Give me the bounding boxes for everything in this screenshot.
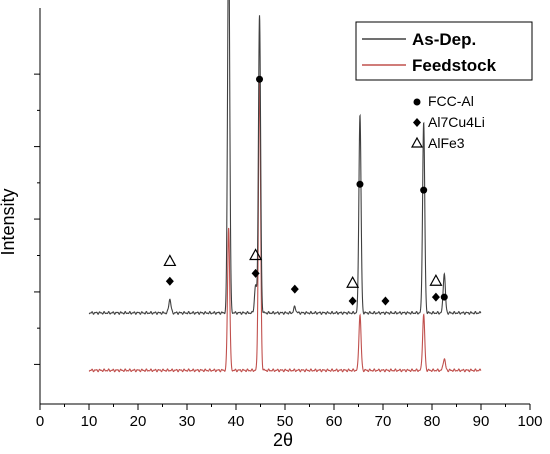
phase-legend-circle-icon (413, 98, 421, 106)
x-tick-label: 30 (179, 413, 196, 430)
alfe3-marker (346, 275, 360, 288)
al7cu4li-marker (290, 284, 299, 294)
x-tick-label: 40 (228, 413, 245, 430)
alfe3-marker (249, 248, 263, 261)
phase-legend-diamond-icon (413, 118, 421, 127)
phase-legend-label: FCC-Al (428, 93, 474, 109)
phase-legend-label: AlFe3 (428, 135, 465, 151)
fcc-al-marker (440, 293, 448, 301)
x-tick-label: 50 (277, 413, 294, 430)
x-tick-label: 90 (473, 413, 490, 430)
al7cu4li-marker (431, 292, 440, 302)
phase-legend-triangle-icon (410, 136, 424, 148)
legend-label-feedstock: Feedstock (412, 56, 497, 75)
x-tick-label: 10 (81, 413, 98, 430)
fcc-al-marker (420, 186, 428, 194)
phase-markers (163, 75, 448, 306)
x-tick-label: 60 (326, 413, 343, 430)
series-line-as-dep (88, 0, 482, 315)
fcc-al-marker (356, 180, 364, 188)
al7cu4li-marker (381, 296, 390, 306)
legend-box (355, 21, 533, 81)
legend-label-as-dep: As-Dep. (412, 30, 476, 49)
y-axis-label: Intensity (0, 188, 18, 255)
legend: As-Dep. Feedstock (355, 21, 533, 81)
phase-legend: FCC-Al Al7Cu4Li AlFe3 (410, 93, 485, 151)
al7cu4li-marker (348, 296, 357, 306)
x-tick-label: 70 (375, 413, 392, 430)
x-tick-label: 20 (130, 413, 147, 430)
phase-legend-label: Al7Cu4Li (428, 114, 485, 130)
x-tick-label: 0 (36, 413, 44, 430)
x-tick-label: 100 (517, 413, 542, 430)
axes: 0 10 20 30 40 50 60 70 80 90 100 (34, 8, 543, 430)
x-axis-label: 2θ (273, 430, 293, 450)
series-line-feedstock (88, 76, 482, 373)
fcc-al-marker (256, 75, 264, 83)
al7cu4li-marker (165, 276, 174, 286)
alfe3-marker (163, 254, 177, 267)
alfe3-marker (429, 273, 443, 286)
x-tick-label: 80 (424, 413, 441, 430)
al7cu4li-marker (251, 268, 260, 278)
traces (88, 0, 482, 373)
